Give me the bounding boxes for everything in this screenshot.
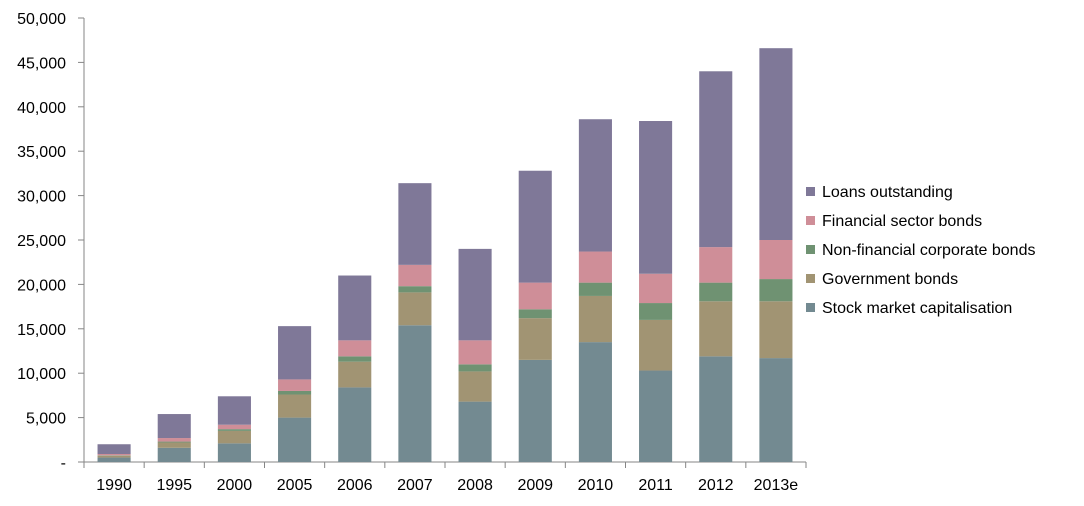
bar-segment-loans-outstanding (699, 71, 733, 248)
bar-segment-stock-market-capitalisation (278, 417, 312, 462)
bar-segment-non-financial-corporate-bonds (157, 441, 191, 443)
bar-segment-financial-sector-bonds (97, 454, 131, 456)
bar-segment-non-financial-corporate-bonds (398, 286, 432, 293)
bar-segment-non-financial-corporate-bonds (338, 356, 372, 362)
legend: Loans outstanding Financial sector bonds N… (806, 184, 1035, 317)
bar-segment-stock-market-capitalisation (699, 356, 733, 462)
bar-segment-government-bonds (458, 371, 492, 402)
legend-swatch-loans-outstanding (806, 187, 815, 196)
y-tick-label: 50,000 (17, 11, 66, 28)
x-tick-label: 2007 (397, 477, 433, 494)
bar-segment-stock-market-capitalisation (639, 370, 673, 462)
bar-segment-loans-outstanding (338, 275, 372, 341)
bar-segment-loans-outstanding (217, 396, 251, 425)
legend-swatch-government-bonds (806, 274, 815, 283)
x-tick-label: 2009 (517, 477, 553, 494)
bar-segment-government-bonds (759, 301, 793, 359)
bar-segment-loans-outstanding (518, 170, 552, 283)
y-tick-label: 15,000 (17, 322, 66, 339)
x-tick-label: 2006 (337, 477, 373, 494)
bar-segment-non-financial-corporate-bonds (578, 282, 612, 296)
bar-segment-government-bonds (639, 319, 673, 371)
legend-label-government-bonds: Government bonds (822, 271, 958, 288)
bar-segment-financial-sector-bonds (157, 438, 191, 442)
bar-segment-government-bonds (278, 394, 312, 418)
bar-segment-government-bonds (157, 442, 191, 448)
bar-segment-stock-market-capitalisation (338, 387, 372, 462)
y-axis: - 5,000 10,000 15,000 20,000 25,000 30,000 35,0… (17, 11, 85, 472)
bar-segment-stock-market-capitalisation (97, 457, 131, 462)
bar-segment-non-financial-corporate-bonds (639, 303, 673, 320)
bar-segment-loans-outstanding (759, 48, 793, 240)
legend-label-loans-outstanding: Loans outstanding (822, 184, 953, 201)
bar-segment-loans-outstanding (157, 414, 191, 439)
bar-segment-loans-outstanding (639, 121, 673, 274)
legend-swatch-non-financial-corporate-bonds (806, 245, 815, 254)
bar-segment-stock-market-capitalisation (217, 443, 251, 462)
bar-segment-non-financial-corporate-bonds (278, 390, 312, 395)
legend-swatch-stock-market-capitalisation (806, 303, 815, 312)
y-tick-label: 25,000 (17, 233, 66, 250)
bar-segment-financial-sector-bonds (578, 251, 612, 283)
bar-segment-financial-sector-bonds (699, 247, 733, 283)
bar-segment-government-bonds (338, 361, 372, 388)
bar-segment-stock-market-capitalisation (578, 342, 612, 462)
legend-label-financial-sector-bonds: Financial sector bonds (822, 213, 982, 230)
bar-segment-government-bonds (398, 292, 432, 326)
y-tick-label: 10,000 (17, 366, 66, 383)
x-tick-label: 1995 (156, 477, 192, 494)
bar-segment-financial-sector-bonds (518, 282, 552, 310)
bar-segment-non-financial-corporate-bonds (759, 279, 793, 302)
bar-segment-stock-market-capitalisation (518, 359, 552, 462)
y-tick-label: 40,000 (17, 100, 66, 117)
bar-segment-financial-sector-bonds (458, 340, 492, 365)
bar-segment-government-bonds (217, 430, 251, 444)
bar-segment-non-financial-corporate-bonds (217, 429, 251, 431)
bar-segment-non-financial-corporate-bonds (699, 282, 733, 302)
bar-segment-government-bonds (97, 455, 131, 458)
bar-segment-financial-sector-bonds (759, 240, 793, 280)
bar-segment-stock-market-capitalisation (759, 358, 793, 462)
bar-segment-loans-outstanding (458, 248, 492, 341)
x-tick-label: 2000 (217, 477, 253, 494)
bar-segment-stock-market-capitalisation (157, 447, 191, 462)
x-tick-label: 2011 (638, 477, 673, 494)
bar-segment-loans-outstanding (398, 183, 432, 265)
y-tick-label: 5,000 (26, 411, 66, 428)
bar-segment-government-bonds (578, 295, 612, 343)
bar-segment-financial-sector-bonds (217, 424, 251, 430)
legend-label-stock-market-capitalisation: Stock market capitalisation (822, 300, 1012, 317)
bar-segment-financial-sector-bonds (639, 273, 673, 304)
x-tick-label: 2010 (578, 477, 614, 494)
x-axis: 1990 1995 2000 2005 2006 2007 2008 2009 2010 2011… (83, 461, 807, 494)
bar-segment-financial-sector-bonds (278, 379, 312, 391)
bar-segment-government-bonds (699, 301, 733, 357)
x-tick-label: 2008 (457, 477, 493, 494)
x-tick-label: 1990 (96, 477, 132, 494)
x-tick-label: 2013e (754, 477, 799, 494)
y-tick-label: - (61, 455, 66, 472)
bars (97, 48, 793, 462)
legend-label-non-financial-corporate-bonds: Non-financial corporate bonds (822, 242, 1035, 259)
y-tick-label: 45,000 (17, 55, 66, 72)
y-tick-label: 20,000 (17, 277, 66, 294)
bar-segment-stock-market-capitalisation (398, 325, 432, 462)
bar-segment-non-financial-corporate-bonds (518, 309, 552, 319)
bar-segment-loans-outstanding (278, 326, 312, 380)
bar-segment-financial-sector-bonds (398, 264, 432, 287)
x-tick-label: 2012 (698, 477, 734, 494)
bar-segment-financial-sector-bonds (338, 340, 372, 357)
legend-swatch-financial-sector-bonds (806, 216, 815, 225)
bar-segment-stock-market-capitalisation (458, 401, 492, 462)
bar-segment-government-bonds (518, 318, 552, 360)
bar-segment-non-financial-corporate-bonds (458, 364, 492, 372)
bar-segment-loans-outstanding (578, 119, 612, 252)
x-tick-label: 2005 (277, 477, 313, 494)
y-tick-label: 35,000 (17, 144, 66, 161)
bar-segment-loans-outstanding (97, 444, 131, 455)
y-tick-label: 30,000 (17, 189, 66, 206)
